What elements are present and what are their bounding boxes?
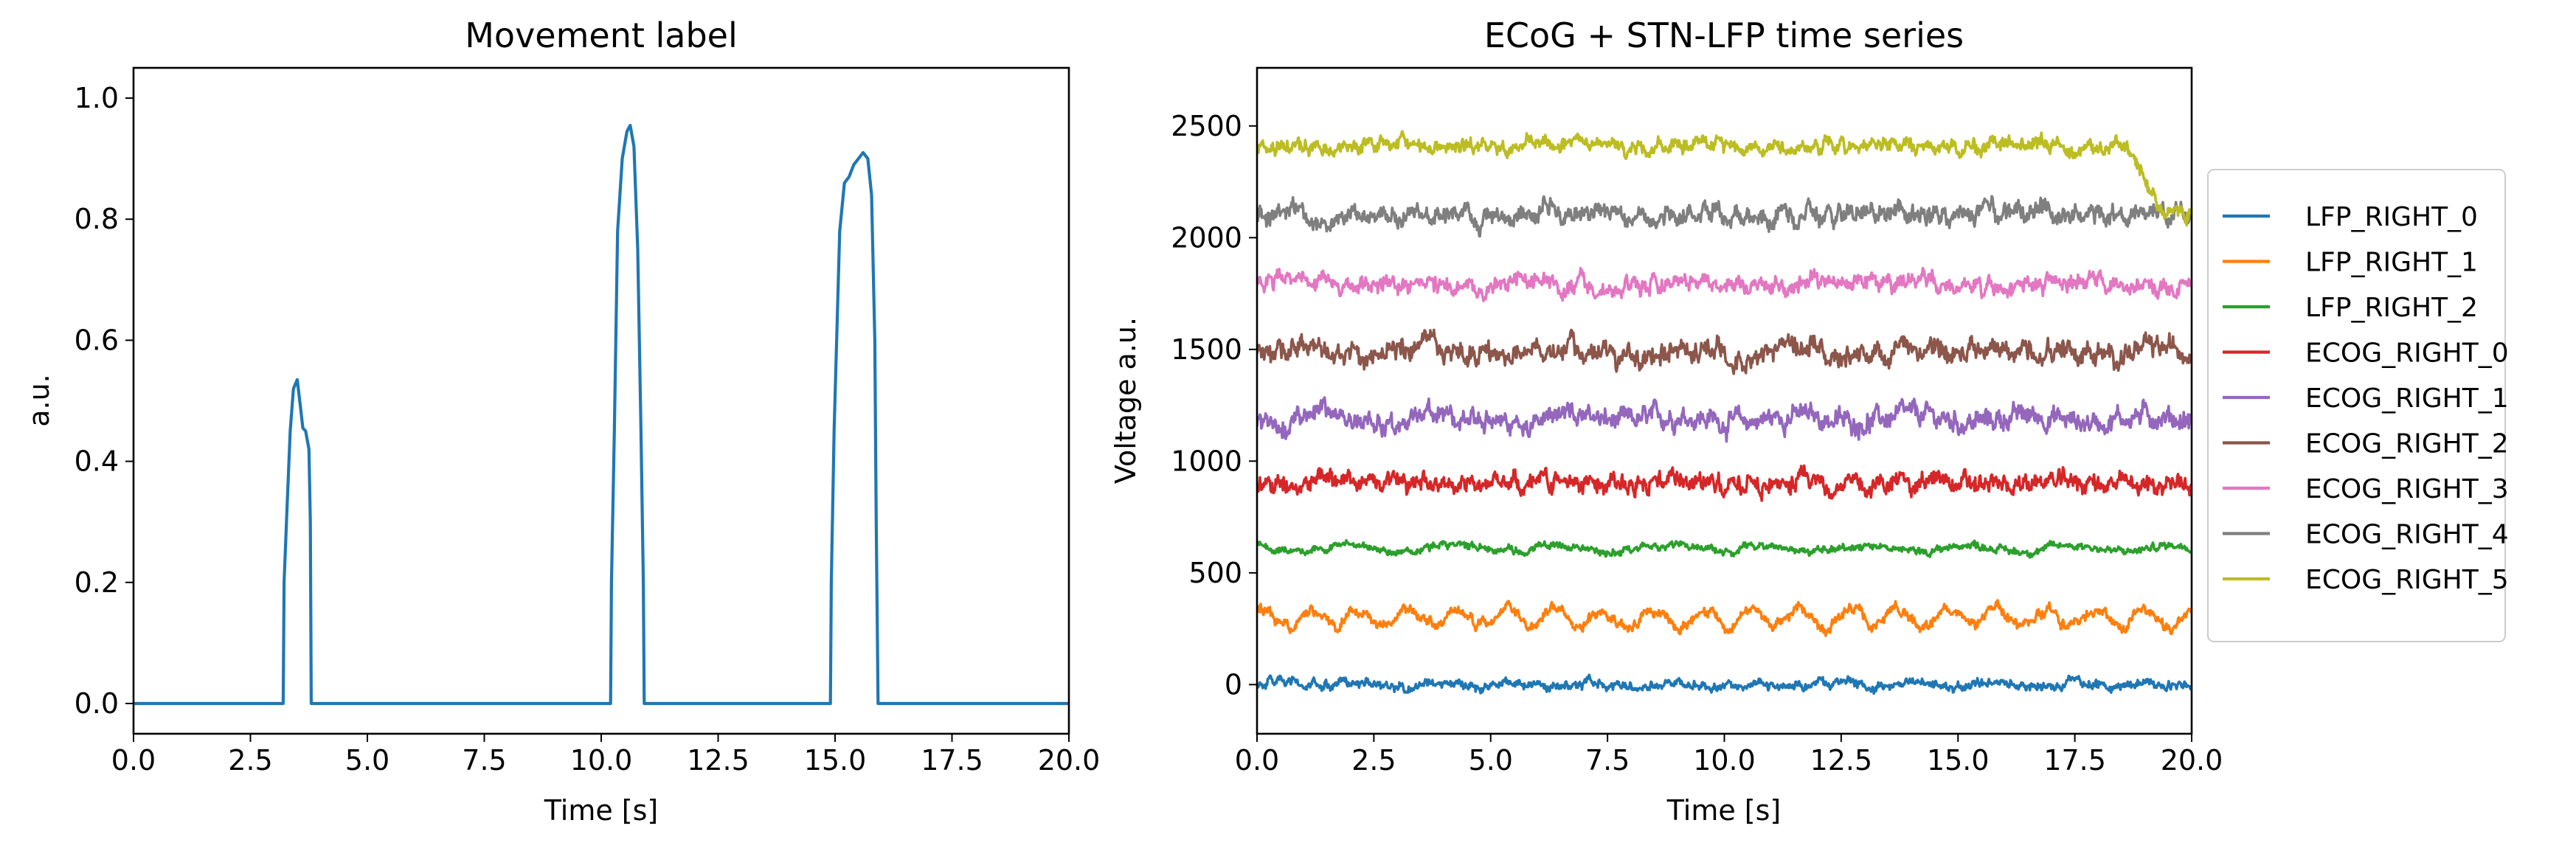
movement-y-axis-ticks: 0.0 0.2 0.4 0.6 0.8 1.0 [75,82,134,720]
legend-label-ecog-right-2: ECOG_RIGHT_2 [2305,429,2509,459]
movement-chart-title: Movement label [465,15,738,55]
ecog-x-tick-label: 10.0 [1693,744,1756,777]
ecog-x-tick-label: 20.0 [2161,744,2223,777]
movement-y-tick-label: 0.8 [75,203,119,235]
series-line-lfp-right-0 [1257,673,2192,695]
movement-label-chart: Movement label 0.0 2.5 5.0 7.5 10.0 12.5 15.0 1… [23,15,1100,827]
movement-y-tick-label: 0.2 [75,566,119,599]
movement-label-line [134,123,1069,706]
movement-y-tick-label: 1.0 [75,82,119,114]
ecog-x-tick-label: 7.5 [1585,744,1630,777]
legend-label-lfp-right-1: LFP_RIGHT_1 [2305,248,2478,278]
movement-x-axis-label: Time [s] [544,794,659,827]
movement-series-group [134,123,1069,706]
movement-y-tick-label: 0.0 [75,687,119,720]
ecog-x-tick-label: 2.5 [1351,744,1396,777]
movement-x-tick-label: 7.5 [462,744,506,777]
ecog-series-group [1257,130,2192,695]
legend-label-lfp-right-2: LFP_RIGHT_2 [2305,293,2478,323]
movement-x-tick-label: 2.5 [228,744,272,777]
ecog-x-tick-label: 17.5 [2043,744,2106,777]
legend-label-ecog-right-1: ECOG_RIGHT_1 [2305,383,2509,414]
ecog-y-tick-label: 2500 [1171,110,1242,142]
movement-x-tick-label: 5.0 [345,744,389,777]
legend-frame [2207,169,2506,642]
ecog-y-tick-label: 1000 [1171,445,1242,477]
legend-label-lfp-right-0: LFP_RIGHT_0 [2305,202,2478,232]
ecog-y-tick-label: 2000 [1171,221,1242,254]
movement-y-tick-label: 0.6 [75,324,119,356]
ecog-x-tick-label: 5.0 [1469,744,1513,777]
series-line-ecog-right-2 [1257,328,2192,375]
movement-y-tick-label: 0.4 [75,445,119,478]
movement-x-tick-label: 15.0 [804,744,867,777]
legend-label-ecog-right-5: ECOG_RIGHT_5 [2305,565,2509,595]
ecog-x-axis-ticks: 0.0 2.5 5.0 7.5 10.0 12.5 15.0 17.5 20.0 [1235,734,2223,777]
movement-y-axis-label: a.u. [23,374,55,427]
chart-legend: LFP_RIGHT_0 LFP_RIGHT_1 LFP_RIGHT_2 ECOG_RI… [2207,169,2509,642]
series-line-ecog-right-0 [1257,464,2192,502]
movement-x-tick-label: 10.0 [570,744,633,777]
ecog-x-axis-label: Time [s] [1666,794,1782,827]
ecog-x-tick-label: 0.0 [1235,744,1279,777]
movement-x-tick-label: 12.5 [687,744,749,777]
ecog-y-axis-ticks: 0 500 1000 1500 2000 2500 [1171,110,1257,701]
ecog-y-tick-label: 0 [1225,668,1242,701]
ecog-y-tick-label: 1500 [1171,333,1242,366]
series-line-ecog-right-1 [1257,396,2192,443]
ecog-y-axis-label: Voltage a.u. [1109,317,1142,484]
ecog-y-tick-label: 500 [1188,557,1242,589]
ecog-x-tick-label: 15.0 [1927,744,1990,777]
movement-x-axis-ticks: 0.0 2.5 5.0 7.5 10.0 12.5 15.0 17.5 20.0 [111,734,1101,777]
series-line-ecog-right-3 [1257,266,2192,302]
movement-x-tick-label: 0.0 [111,744,156,777]
ecog-lfp-chart: ECoG + STN-LFP time series 0.0 2.5 5.0 7.5 1… [1109,15,2223,827]
series-line-lfp-right-1 [1257,599,2192,638]
legend-label-ecog-right-4: ECOG_RIGHT_4 [2305,520,2509,550]
legend-label-ecog-right-3: ECOG_RIGHT_3 [2305,474,2509,504]
series-line-ecog-right-5 [1257,130,2192,227]
ecog-chart-title: ECoG + STN-LFP time series [1484,15,1964,55]
ecog-x-tick-label: 12.5 [1810,744,1873,777]
series-line-lfp-right-2 [1257,538,2192,559]
movement-x-tick-label: 20.0 [1038,744,1101,777]
movement-x-tick-label: 17.5 [921,744,983,777]
legend-label-ecog-right-0: ECOG_RIGHT_0 [2305,338,2509,369]
series-line-ecog-right-4 [1257,195,2192,238]
